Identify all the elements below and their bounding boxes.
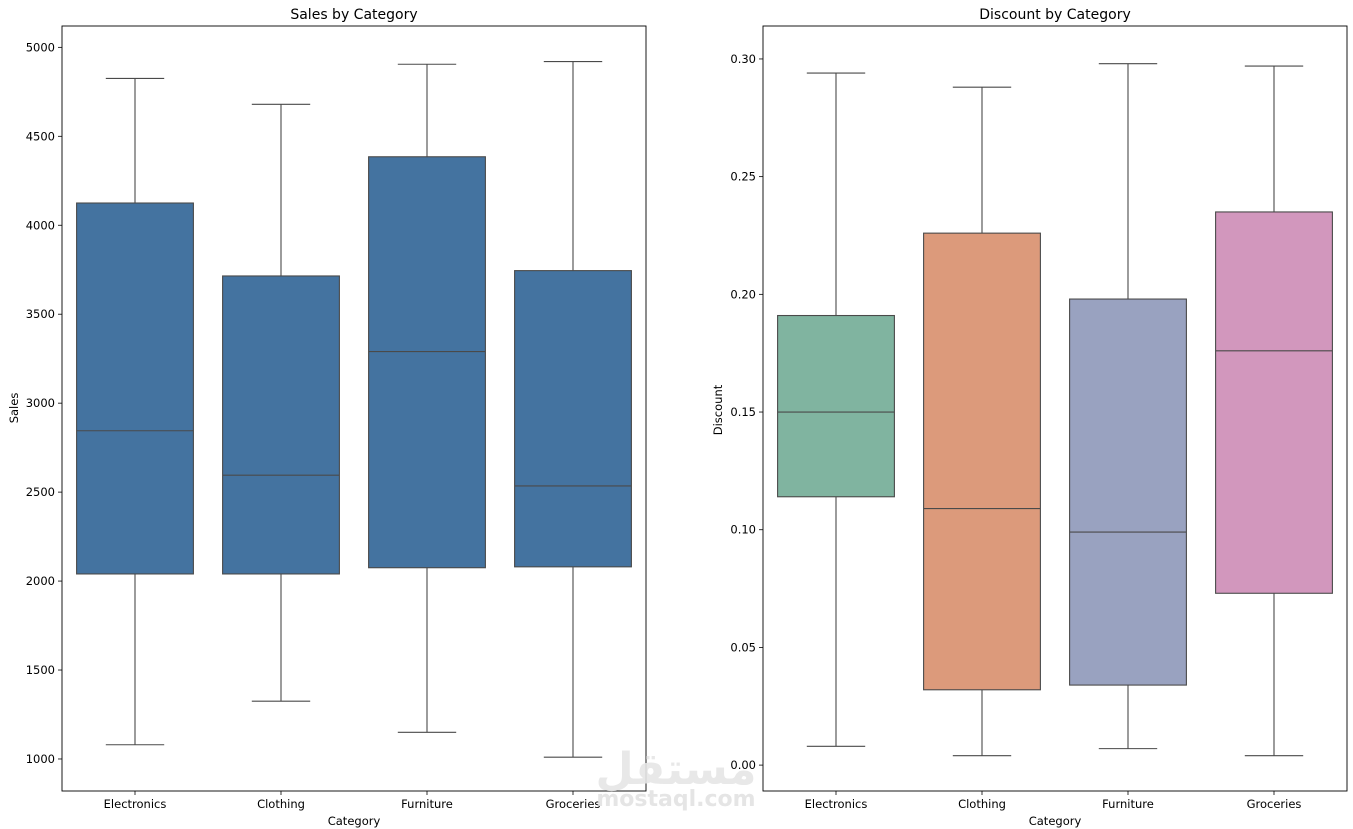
sales-y-tick-label: 1500 <box>26 663 55 677</box>
sales-furniture-boxplot <box>368 63 486 733</box>
sales-x-axis-label: Category <box>328 814 381 828</box>
discount-groceries-boxplot <box>1215 65 1333 757</box>
sales-chart-title: Sales by Category <box>290 7 417 23</box>
discount-electronics-boxplot <box>777 72 895 747</box>
sales-x-tick-label: Clothing <box>257 797 305 811</box>
sales-electronics-box <box>76 202 194 575</box>
discount-clothing-boxplot <box>923 86 1041 757</box>
sales-y-tick-label: 4000 <box>26 218 55 232</box>
sales-chart: Sales by Category 1000 1500 2000 2500 3000 35… <box>7 7 647 828</box>
discount-clothing-box <box>923 232 1041 691</box>
discount-chart-title: Discount by Category <box>979 7 1130 23</box>
discount-y-tick-label: 0.00 <box>730 758 756 772</box>
discount-x-tick-label: Furniture <box>1102 797 1154 811</box>
discount-y-tick-label: 0.05 <box>730 640 756 654</box>
sales-boxes <box>76 61 632 758</box>
sales-y-tick-label: 2500 <box>26 485 55 499</box>
discount-boxes <box>777 63 1333 757</box>
sales-y-tick-label: 3000 <box>26 396 55 410</box>
watermark: مستقل mostaql.com <box>596 744 757 812</box>
sales-x-tick-label: Furniture <box>401 797 453 811</box>
sales-plot-frame <box>61 25 647 792</box>
discount-furniture-box <box>1069 298 1187 686</box>
sales-y-tick-label: 1000 <box>26 752 55 766</box>
discount-y-ticks: 0.00 0.05 0.10 0.15 0.20 0.25 0.30 <box>730 52 763 772</box>
watermark-latin: mostaql.com <box>596 787 755 812</box>
sales-electronics-boxplot <box>76 77 194 746</box>
sales-y-axis-label: Sales <box>7 393 21 424</box>
discount-y-tick-label: 0.20 <box>730 287 756 301</box>
sales-groceries-box <box>514 270 632 568</box>
sales-furniture-box <box>368 156 486 569</box>
sales-y-ticks: 1000 1500 2000 2500 3000 3500 4000 4500 5000 <box>26 40 62 766</box>
watermark-arabic: مستقل <box>596 744 757 795</box>
discount-x-tick-label: Clothing <box>958 797 1006 811</box>
discount-x-ticks: Electronics Clothing Furniture Groceries <box>805 791 1302 811</box>
discount-y-tick-label: 0.15 <box>730 405 756 419</box>
sales-clothing-boxplot <box>222 103 340 702</box>
sales-y-tick-label: 5000 <box>26 40 55 54</box>
discount-y-tick-label: 0.30 <box>730 52 756 66</box>
sales-y-tick-label: 3500 <box>26 307 55 321</box>
sales-x-ticks: Electronics Clothing Furniture Groceries <box>104 791 601 811</box>
discount-y-tick-label: 0.25 <box>730 170 756 184</box>
discount-x-tick-label: Electronics <box>805 797 868 811</box>
discount-groceries-box <box>1215 211 1333 594</box>
sales-x-tick-label: Groceries <box>546 797 601 811</box>
discount-y-tick-label: 0.10 <box>730 523 756 537</box>
discount-x-tick-label: Groceries <box>1247 797 1302 811</box>
discount-chart: Discount by Category 0.00 0.05 0.10 0.15 0.2… <box>711 7 1348 828</box>
discount-furniture-boxplot <box>1069 63 1187 750</box>
discount-x-axis-label: Category <box>1029 814 1082 828</box>
discount-plot-frame <box>762 25 1348 792</box>
sales-clothing-box <box>222 275 340 575</box>
discount-y-axis-label: Discount <box>711 384 725 435</box>
sales-x-tick-label: Electronics <box>104 797 167 811</box>
discount-electronics-box <box>777 314 895 498</box>
sales-y-tick-label: 4500 <box>26 129 55 143</box>
sales-groceries-boxplot <box>514 61 632 758</box>
sales-y-tick-label: 2000 <box>26 574 55 588</box>
